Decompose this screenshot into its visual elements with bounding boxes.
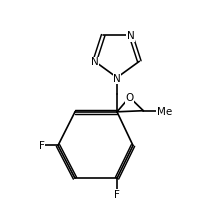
Text: N: N	[113, 73, 121, 83]
Text: O: O	[125, 93, 134, 103]
Text: F: F	[39, 141, 45, 152]
Text: N: N	[91, 57, 99, 67]
Text: F: F	[114, 189, 120, 199]
Text: N: N	[127, 31, 135, 41]
Text: Me: Me	[157, 107, 172, 117]
